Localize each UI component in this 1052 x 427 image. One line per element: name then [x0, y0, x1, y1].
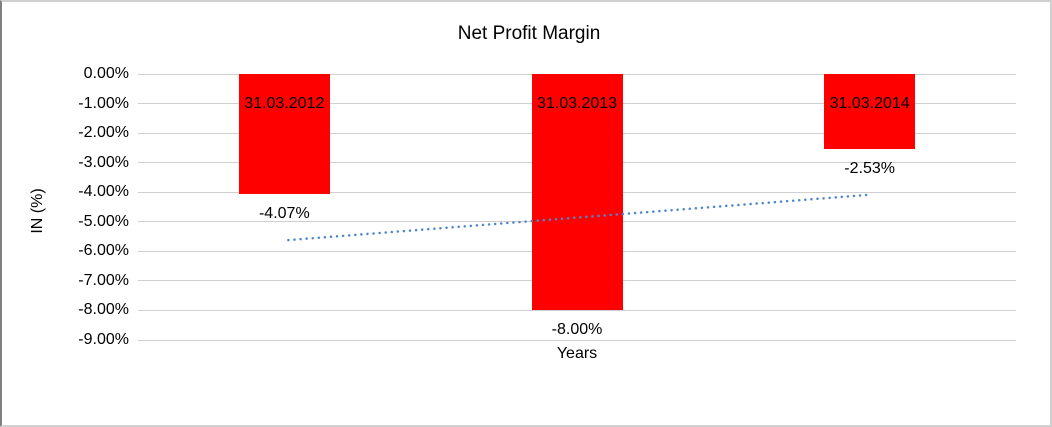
y-tick-label: -9.00%: [78, 331, 129, 348]
x-axis-title: Years: [556, 345, 598, 362]
y-tick-label: -8.00%: [78, 301, 129, 319]
y-tick-label: 0.00%: [83, 65, 129, 82]
category-label: 31.03.2013: [536, 94, 618, 112]
gridline: [138, 339, 1016, 341]
y-tick-label: -3.00%: [78, 153, 129, 171]
gridline: [138, 309, 1016, 311]
y-tick-label: -5.00%: [78, 212, 129, 230]
y-tick-label: -1.00%: [78, 94, 129, 112]
category-label: 31.03.2012: [244, 94, 325, 112]
y-tick-label: -4.00%: [78, 183, 129, 201]
category-label: 31.03.2014: [829, 94, 910, 112]
y-axis-title: IN (%): [29, 188, 46, 234]
y-tick-label: -6.00%: [78, 242, 129, 260]
value-label: -4.07%: [258, 205, 310, 223]
bar-31.03.2012: [238, 74, 330, 195]
bar-31.03.2014: [824, 74, 916, 149]
chart-title: Net Profit Margin: [457, 23, 601, 44]
value-label: -2.53%: [844, 159, 896, 177]
bar-31.03.2013: [531, 74, 623, 311]
value-label: -8.00%: [551, 321, 603, 339]
y-tick-label: -7.00%: [78, 271, 129, 289]
y-tick-label: -2.00%: [78, 124, 129, 142]
